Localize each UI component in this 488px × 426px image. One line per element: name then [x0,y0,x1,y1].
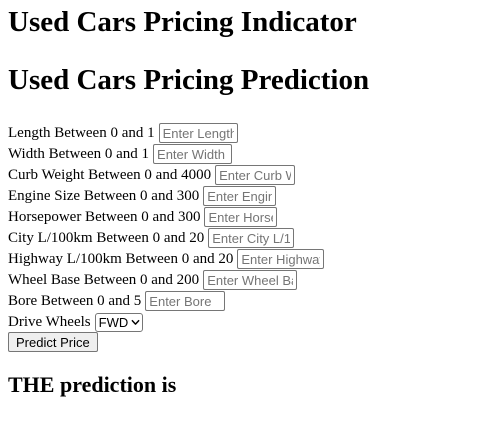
highway-consumption-label: Highway L/100km Between 0 and 20 [8,250,234,267]
bore-label: Bore Between 0 and 5 [8,292,142,309]
field-row-bore: Bore Between 0 and 5 [8,291,226,311]
field-row-horsepower: Horsepower Between 0 and 300 [8,207,278,227]
engine-size-input[interactable] [203,186,277,206]
wheel-base-label: Wheel Base Between 0 and 200 [8,271,200,288]
curb-weight-label: Curb Weight Between 0 and 4000 [8,166,212,183]
form-heading: Used Cars Pricing Prediction [8,64,370,96]
wheel-base-input[interactable] [203,270,298,290]
city-consumption-input[interactable] [208,228,295,248]
field-row-highway-consumption: Highway L/100km Between 0 and 20 [8,249,325,269]
field-row-city-consumption: City L/100km Between 0 and 20 [8,228,295,248]
city-consumption-label: City L/100km Between 0 and 20 [8,229,205,246]
field-row-engine-size: Engine Size Between 0 and 300 [8,186,277,206]
drive-wheels-select[interactable]: FWD [94,312,144,332]
width-input[interactable] [153,144,233,164]
chevron-down-icon [131,319,140,325]
field-row-wheel-base: Wheel Base Between 0 and 200 [8,270,298,290]
horsepower-label: Horsepower Between 0 and 300 [8,208,201,225]
bore-input[interactable] [145,291,226,311]
curb-weight-input[interactable] [215,165,296,185]
drive-wheels-label: Drive Wheels [8,313,91,330]
width-label: Width Between 0 and 1 [8,145,150,162]
length-input[interactable] [158,123,238,143]
prediction-result: THE prediction is [8,372,177,397]
predict-price-button[interactable]: Predict Price [8,332,98,352]
page-title: Used Cars Pricing Indicator [8,6,357,38]
field-row-width: Width Between 0 and 1 [8,144,233,164]
horsepower-input[interactable] [204,207,278,227]
field-row-length: Length Between 0 and 1 [8,123,238,143]
field-row-curb-weight: Curb Weight Between 0 and 4000 [8,165,296,185]
field-row-drive-wheels: Drive Wheels FWD [8,312,144,332]
drive-wheels-selected-value: FWD [98,314,129,330]
length-label: Length Between 0 and 1 [8,124,155,141]
engine-size-label: Engine Size Between 0 and 300 [8,187,200,204]
highway-consumption-input[interactable] [237,249,325,269]
